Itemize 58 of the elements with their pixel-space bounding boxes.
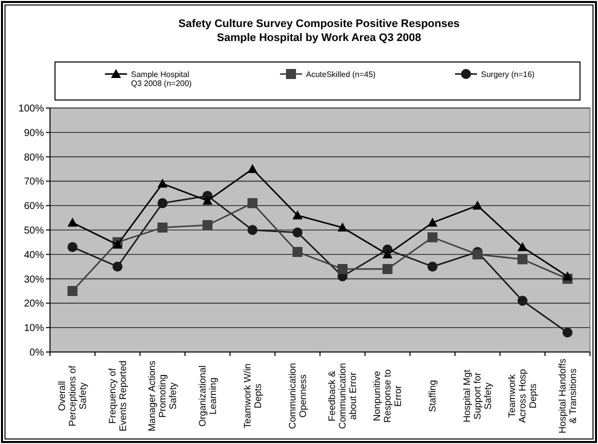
point bbox=[428, 218, 438, 227]
point bbox=[518, 242, 528, 252]
point bbox=[428, 232, 438, 242]
point bbox=[158, 222, 168, 233]
x-tick-label: Hospital Handoffs & Transitions bbox=[557, 358, 579, 434]
y-tick-label: 100% bbox=[18, 104, 44, 114]
x-tick-label: Teamwork W/in Depts bbox=[242, 364, 264, 428]
y-tick-label: 50% bbox=[24, 226, 44, 236]
x-tick-label: Teamwork Across Hosp Depts bbox=[507, 369, 539, 423]
x-tick-label: Nonpunitive Response to Error bbox=[372, 369, 404, 423]
x-tick-label: Communication Openness bbox=[287, 363, 309, 429]
point bbox=[292, 210, 302, 220]
point bbox=[68, 286, 78, 296]
point bbox=[562, 327, 572, 338]
point bbox=[518, 254, 528, 264]
y-tick-label: 70% bbox=[24, 176, 44, 188]
x-tick-label: Overall Perceptions of Safety bbox=[57, 365, 89, 426]
point bbox=[202, 196, 212, 205]
y-tick-label: 40% bbox=[24, 250, 44, 261]
point bbox=[562, 271, 572, 280]
point bbox=[68, 218, 78, 227]
chart-subtitle: Sample Hospital by Work Area Q3 2008 bbox=[216, 32, 422, 44]
point bbox=[158, 198, 168, 208]
y-tick-label: 0% bbox=[30, 348, 44, 358]
point bbox=[248, 225, 258, 235]
point bbox=[472, 249, 482, 260]
x-tick-label: Hospital Mgt Support for Safety bbox=[462, 369, 494, 422]
y-tick-label: 30% bbox=[24, 274, 44, 286]
point bbox=[112, 262, 122, 272]
chart-title: Safety Culture Survey Composite Positive Responses bbox=[178, 18, 460, 30]
point bbox=[338, 222, 348, 232]
x-tick-label: Frequency of Events Reported bbox=[107, 360, 129, 432]
legend-label: AcuteSkilled (n=45) bbox=[306, 70, 376, 79]
point bbox=[338, 264, 348, 274]
x-tick-label: Organizational Learning bbox=[197, 365, 219, 427]
point bbox=[518, 296, 528, 306]
point bbox=[158, 178, 168, 188]
point bbox=[292, 246, 302, 257]
point bbox=[248, 164, 258, 173]
point bbox=[112, 240, 122, 249]
point bbox=[382, 264, 392, 274]
legend-label: Sample Hospital Q3 2008 (n=200) bbox=[131, 70, 192, 88]
y-tick-label: 80% bbox=[24, 152, 44, 164]
y-tick-label: 10% bbox=[24, 323, 44, 334]
y-tick-label: 90% bbox=[24, 128, 44, 139]
y-tick-label: 60% bbox=[24, 201, 44, 212]
x-tick-label: Feedback & Communication about Error bbox=[327, 363, 359, 429]
point bbox=[248, 198, 258, 208]
legend-label: Surgery (n=16) bbox=[481, 70, 535, 79]
x-tick-label: Staffing bbox=[428, 380, 438, 412]
y-tick-label: 20% bbox=[24, 298, 44, 310]
point bbox=[472, 200, 482, 210]
point bbox=[68, 242, 78, 252]
point bbox=[202, 220, 212, 230]
x-tick-label: Manager Actions Promoting Safety bbox=[147, 360, 179, 432]
point bbox=[382, 249, 392, 258]
point bbox=[428, 262, 438, 272]
point bbox=[292, 227, 302, 238]
